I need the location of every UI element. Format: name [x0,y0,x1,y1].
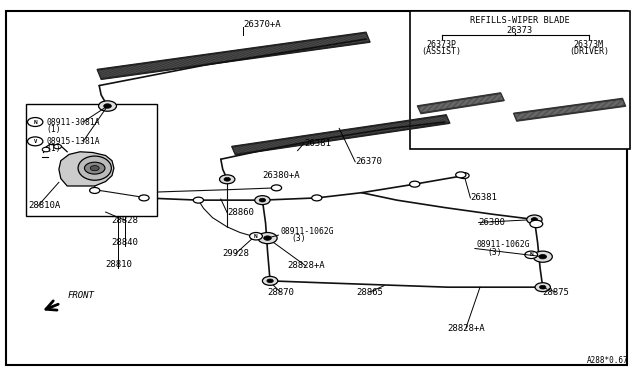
Text: (3): (3) [291,234,306,243]
Text: (ASSIST): (ASSIST) [422,47,461,56]
Circle shape [271,185,282,191]
Circle shape [139,195,149,201]
Circle shape [535,283,550,292]
Circle shape [193,197,204,203]
Text: N: N [254,234,258,239]
Circle shape [259,198,266,202]
Text: 26381: 26381 [470,193,497,202]
Circle shape [312,195,322,201]
Text: 28810A: 28810A [28,201,60,210]
Text: N: N [33,119,37,125]
Text: 26380: 26380 [479,218,506,227]
Circle shape [224,177,230,181]
Circle shape [84,162,105,174]
Text: 26381: 26381 [304,139,331,148]
Circle shape [530,220,543,228]
Text: 26370: 26370 [355,157,382,166]
Text: 28860: 28860 [227,208,254,217]
Circle shape [42,147,50,152]
Circle shape [104,104,111,108]
Text: 28828+A: 28828+A [287,262,324,270]
Circle shape [459,173,469,179]
Circle shape [250,232,262,240]
Text: 26373: 26373 [506,26,533,35]
Circle shape [456,172,466,178]
Text: 26370+A: 26370+A [243,20,281,29]
Text: (3): (3) [488,248,502,257]
Text: V: V [33,139,37,144]
Text: A288*0.67: A288*0.67 [587,356,628,365]
Text: (DRIVER): (DRIVER) [569,47,609,56]
Circle shape [264,236,271,240]
Circle shape [267,279,273,283]
Text: 28810: 28810 [105,260,132,269]
Circle shape [90,166,99,171]
Text: REFILLS-WIPER BLADE: REFILLS-WIPER BLADE [470,16,570,25]
Circle shape [90,187,100,193]
Bar [26,104,157,216]
Text: 28828+A: 28828+A [447,324,484,333]
Text: 08911-1062G: 08911-1062G [477,240,531,249]
Text: 28875: 28875 [542,288,569,296]
Circle shape [255,196,270,205]
Text: 08911-3081A: 08911-3081A [46,118,100,126]
Circle shape [533,251,552,262]
Circle shape [410,181,420,187]
Circle shape [28,118,43,126]
Circle shape [540,285,546,289]
Text: 28828: 28828 [111,216,138,225]
Text: FRONT: FRONT [67,291,94,300]
Text: 26373M: 26373M [574,40,604,49]
Circle shape [262,276,278,285]
Ellipse shape [78,156,111,180]
Text: 29928: 29928 [222,249,249,258]
Text: 26373P: 26373P [427,40,456,49]
Circle shape [527,215,542,224]
Circle shape [220,175,235,184]
Circle shape [28,137,43,146]
Text: (1): (1) [46,144,61,153]
Text: 08915-1381A: 08915-1381A [46,137,100,146]
Circle shape [539,254,547,259]
Circle shape [99,101,116,111]
Circle shape [525,251,538,259]
Text: N: N [529,252,533,257]
Text: 28840: 28840 [111,238,138,247]
Text: 08911-1062G: 08911-1062G [280,227,334,236]
Text: 28865: 28865 [356,288,383,296]
Text: (1): (1) [46,125,61,134]
Circle shape [258,232,277,244]
Circle shape [54,144,61,149]
Text: 28870: 28870 [267,288,294,296]
Polygon shape [59,152,114,186]
Circle shape [531,218,538,221]
Text: 26380+A: 26380+A [262,171,300,180]
Bar [410,11,630,149]
